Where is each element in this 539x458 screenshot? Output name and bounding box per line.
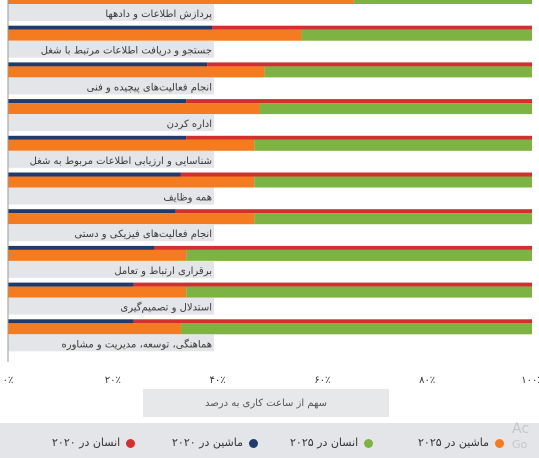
bar-human-2025 [180, 323, 533, 335]
row-label: انجام فعالیت‌های فیزیکی و دستی [74, 229, 212, 240]
bar-human-2020 [154, 245, 532, 250]
bar-machine-2020 [8, 99, 187, 104]
legend-label: ماشین در ۲۰۲۵ [418, 436, 489, 449]
bar-human-2025 [254, 176, 532, 188]
bar-human-2025 [186, 249, 532, 261]
row-label-band [8, 114, 214, 132]
row-label: انجام فعالیت‌های پیچیده و فنی [87, 82, 212, 93]
bar-human-2025 [301, 29, 532, 41]
legend-label: انسان در ۲۰۲۰ [52, 436, 121, 449]
bar-human-2020 [186, 135, 532, 140]
row-label-band [8, 150, 214, 168]
watermark-line-2: Go [512, 438, 528, 451]
bar-machine-2025 [8, 0, 354, 4]
row-label: پردازش اطلاعات و دادهها [105, 9, 212, 20]
row-label: برقراری ارتباط و تعامل [114, 266, 212, 277]
legend-dot-icon [249, 438, 258, 448]
row-label-band [8, 297, 214, 315]
bar-machine-2025 [8, 139, 255, 151]
bar-human-2020 [212, 25, 533, 30]
legend-item-machine-2025: ماشین در ۲۰۲۵ [418, 436, 504, 449]
row-label-band [8, 187, 214, 205]
legend-item-human-2025: انسان در ۲۰۲۵ [290, 436, 374, 449]
bar-human-2025 [186, 286, 532, 298]
x-tick-label: ۱۰۰٪ [521, 375, 539, 386]
legend-dot-icon [364, 438, 374, 448]
bar-machine-2025 [8, 66, 265, 78]
bar-machine-2020 [8, 25, 213, 30]
bar-machine-2025 [8, 176, 255, 188]
bar-human-2020 [180, 172, 533, 177]
bar-human-2025 [259, 103, 532, 115]
row-label: هماهنگی، توسعه، مدیریت و مشاوره [62, 338, 213, 350]
x-tick-label: ۴۰٪ [210, 375, 226, 386]
bar-machine-2020 [8, 319, 134, 324]
bar-machine-2020 [8, 209, 176, 214]
legend-dot-icon [126, 438, 136, 448]
bar-human-2025 [254, 139, 532, 151]
bar-human-2020 [186, 99, 532, 104]
legend-label: انسان در ۲۰۲۵ [290, 436, 359, 449]
bar-human-2025 [264, 66, 532, 78]
x-tick-label: ۸۰٪ [419, 375, 435, 386]
bar-machine-2020 [8, 172, 181, 177]
row-label-band [8, 4, 214, 21]
x-axis-label: سهم از ساعت کاری به درصد [143, 389, 389, 417]
bar-human-2025 [254, 213, 532, 225]
bar-machine-2025 [8, 29, 302, 41]
legend-item-human-2020: انسان در ۲۰۲۰ [52, 436, 136, 449]
legend-item-machine-2020: ماشین در ۲۰۲۰ [172, 436, 258, 449]
bar-machine-2025 [8, 323, 181, 335]
legend: ماشین در ۲۰۲۵ انسان در ۲۰۲۵ ماشین در ۲۰۲… [0, 423, 539, 458]
watermark-line-1: Ac [512, 421, 530, 437]
bar-machine-2025 [8, 249, 187, 261]
bar-human-2020 [133, 319, 532, 324]
bar-machine-2020 [8, 282, 134, 287]
bar-machine-2025 [8, 286, 187, 298]
x-tick-label: ۲۰٪ [105, 375, 121, 386]
legend-label: ماشین در ۲۰۲۰ [172, 436, 243, 449]
row-label: همه وظایف [163, 193, 212, 204]
bar-machine-2025 [8, 103, 260, 115]
row-label: شناسایی و ارزیابی اطلاعات مربوط به شغل [30, 156, 212, 167]
row-label: استدلال و تصمیم‌گیری [120, 302, 212, 314]
bar-human-2020 [133, 282, 532, 287]
x-tick-label: ۰٪ [3, 375, 14, 386]
bar-machine-2020 [8, 245, 155, 250]
bar-machine-2025 [8, 213, 255, 225]
legend-dot-icon [495, 438, 504, 448]
row-label: جستجو و دریافت اطلاعات مرتبط با شغل [41, 46, 212, 57]
row-label-band [8, 334, 214, 352]
bar-human-2025 [353, 0, 532, 4]
row-label-band [8, 224, 214, 242]
x-tick-label: ۶۰٪ [314, 375, 330, 386]
chart: پردازش اطلاعات و دادهها جستجو و دریافت اط… [3, 0, 539, 386]
row-label-band [8, 260, 214, 278]
row-label-band [8, 77, 214, 95]
bar-human-2020 [175, 209, 532, 214]
row-label-band [8, 40, 214, 58]
row-label: اداره کردن [167, 119, 212, 130]
watermark: Ac Go [512, 421, 529, 453]
bar-machine-2020 [8, 62, 208, 67]
bar-machine-2020 [8, 135, 187, 140]
bar-human-2020 [207, 62, 532, 67]
